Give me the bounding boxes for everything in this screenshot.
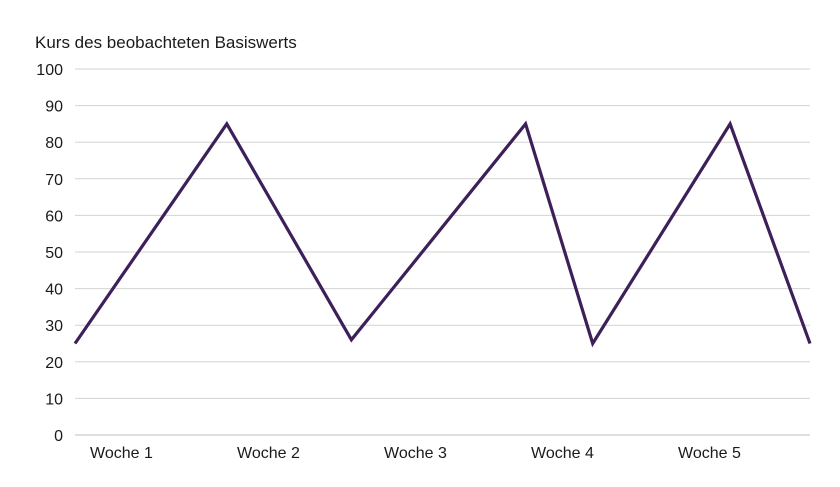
series-layer [73, 120, 812, 348]
y-tick-label: 50 [45, 245, 63, 262]
y-tick-label: 90 [45, 99, 63, 116]
x-tick-label: Woche 4 [531, 445, 594, 462]
y-tick-label: 30 [45, 318, 63, 335]
x-tick-label: Woche 3 [384, 445, 447, 462]
y-axis-title: Kurs des beobachteten Basiswerts [35, 33, 297, 52]
y-tick-label: 40 [45, 282, 63, 299]
y-tick-label: 20 [45, 355, 63, 372]
gridlines [75, 68, 810, 436]
y-tick-label: 100 [36, 62, 63, 79]
x-tick-label: Woche 1 [90, 445, 153, 462]
x-tick-labels: Woche 1 Woche 2 Woche 3 Woche 4 Woche 5 [90, 445, 741, 462]
y-tick-label: 10 [45, 391, 63, 408]
y-tick-label: 80 [45, 135, 63, 152]
y-tick-label: 60 [45, 208, 63, 225]
x-tick-label: Woche 5 [678, 445, 741, 462]
series-line [73, 120, 812, 348]
y-tick-label: 0 [54, 428, 63, 445]
y-tick-labels: 0 10 20 30 40 50 60 70 80 90 100 [36, 62, 63, 445]
y-tick-label: 70 [45, 172, 63, 189]
x-tick-label: Woche 2 [237, 445, 300, 462]
